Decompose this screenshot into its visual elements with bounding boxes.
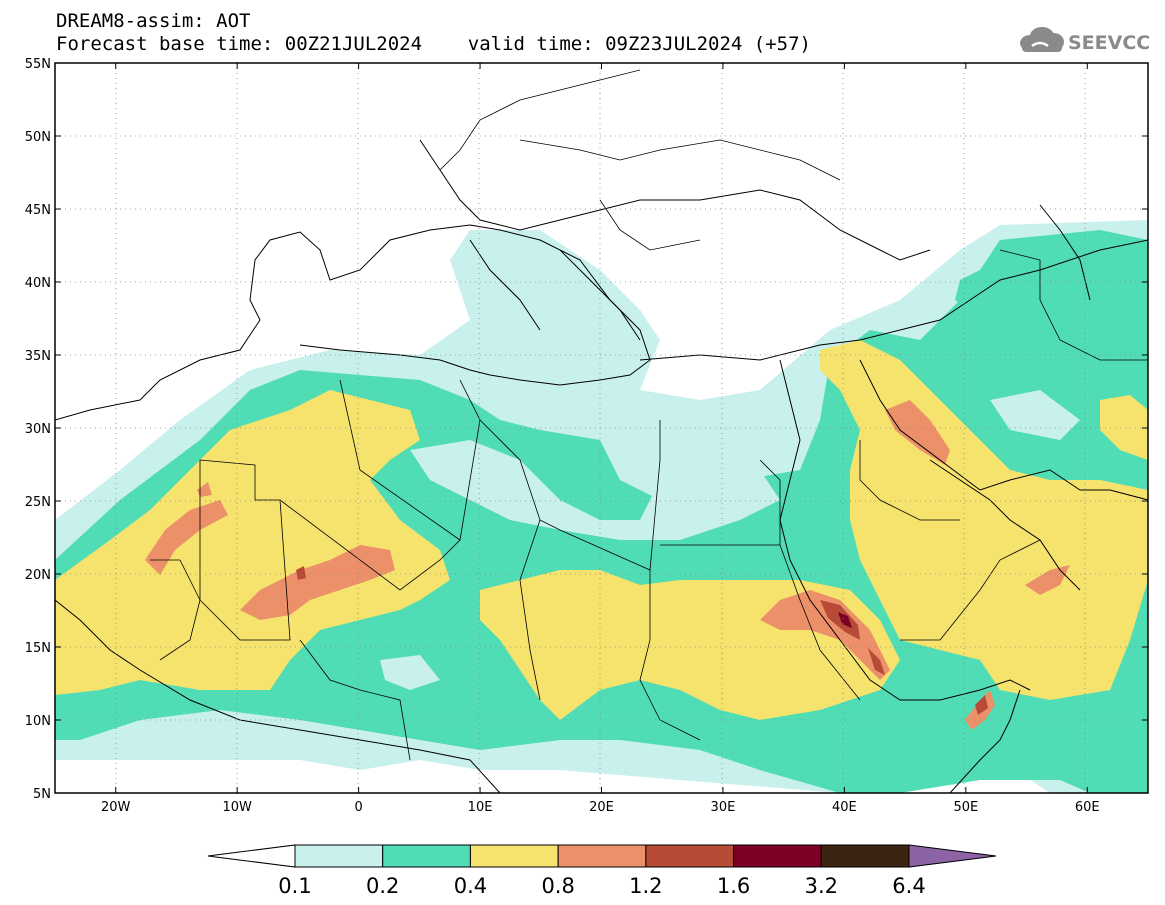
aot-pocket-0.1 xyxy=(380,390,1080,690)
colorbar-label: 6.4 xyxy=(892,874,925,898)
map-title: DREAM8-assim: AOT xyxy=(56,10,251,32)
lat-label: 40N xyxy=(25,276,51,291)
latitude-axis: 55N 50N 45N 40N 35N 30N 25N 20N 15N 10N 5N xyxy=(25,57,1148,802)
lon-label: 0 xyxy=(354,800,362,815)
lon-label: 50E xyxy=(953,800,978,815)
colorbar-swatch xyxy=(645,844,735,868)
longitude-axis: 20W 10W 0 10E 20E 30E 40E 50E 60E xyxy=(101,63,1100,815)
lat-label: 35N xyxy=(25,349,51,364)
lon-label: 10E xyxy=(468,800,493,815)
colorbar-swatch xyxy=(294,844,384,868)
coastlines xyxy=(55,139,1148,793)
colorbar-label: 0.2 xyxy=(366,874,399,898)
colorbar-label: 1.2 xyxy=(629,874,662,898)
lon-label: 40E xyxy=(832,800,857,815)
forecast-time-line: Forecast base time: 00Z21JUL2024 valid t… xyxy=(56,33,811,55)
aot-band-1.2 xyxy=(296,566,988,715)
lat-label: 50N xyxy=(25,130,51,145)
colorbar-label: 0.1 xyxy=(278,874,311,898)
colorbar-high-arrow xyxy=(908,844,997,868)
aot-colorbar: 0.1 0.2 0.4 0.8 1.2 1.6 3.2 6.4 xyxy=(207,844,997,898)
aot-band-0.8 xyxy=(145,400,1070,730)
lat-label: 30N xyxy=(25,422,51,437)
aot-band-0.4 xyxy=(55,340,1148,720)
lat-label: 5N xyxy=(33,787,51,802)
aot-band-1.6 xyxy=(838,612,852,628)
seevccc-logo: SEEVCCC xyxy=(1020,27,1150,54)
colorbar-label: 1.6 xyxy=(717,874,750,898)
lon-label: 30E xyxy=(711,800,736,815)
lat-label: 25N xyxy=(25,495,51,510)
lon-label: 20E xyxy=(589,800,614,815)
colorbar-swatch xyxy=(469,844,559,868)
colorbar-swatch xyxy=(820,844,910,868)
colorbar-label: 0.8 xyxy=(541,874,574,898)
graticule xyxy=(55,63,1148,793)
lat-label: 55N xyxy=(25,57,51,72)
lat-label: 15N xyxy=(25,641,51,656)
lat-label: 10N xyxy=(25,714,51,729)
colorbar-low-arrow xyxy=(207,844,296,868)
colorbar-swatch xyxy=(382,844,471,868)
country-borders xyxy=(150,69,1148,761)
aot-field xyxy=(55,63,1148,793)
colorbar-swatch xyxy=(557,844,647,868)
cloud-icon xyxy=(1020,27,1064,52)
colorbar-label: 0.4 xyxy=(454,874,487,898)
lon-label: 20W xyxy=(101,800,131,815)
logo-text: SEEVCCC xyxy=(1068,32,1150,54)
lat-label: 45N xyxy=(25,203,51,218)
lat-label: 20N xyxy=(25,568,51,583)
lon-label: 10W xyxy=(222,800,252,815)
lon-label: 60E xyxy=(1075,800,1100,815)
colorbar-swatch xyxy=(733,844,822,868)
colorbar-label: 3.2 xyxy=(805,874,838,898)
